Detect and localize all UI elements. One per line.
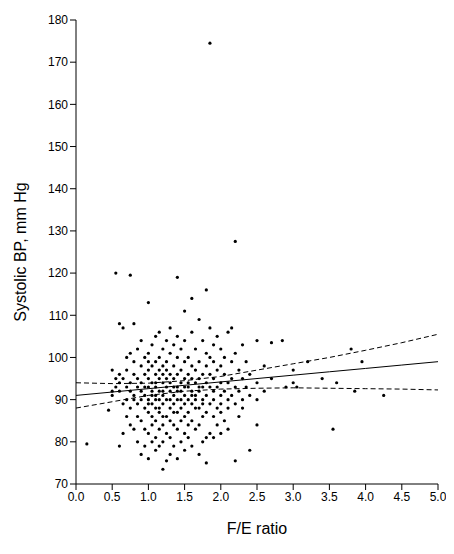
svg-text:5.0: 5.0 [430,490,446,504]
svg-text:130: 130 [48,224,68,238]
svg-text:180: 180 [48,13,68,27]
svg-text:2.0: 2.0 [212,490,229,504]
svg-text:1.0: 1.0 [140,490,157,504]
svg-text:3.5: 3.5 [321,490,338,504]
svg-text:90: 90 [55,393,69,407]
svg-text:Systolic BP, mm Hg: Systolic BP, mm Hg [12,182,29,321]
svg-text:0.5: 0.5 [104,490,121,504]
svg-text:140: 140 [48,182,68,196]
svg-text:120: 120 [48,266,68,280]
svg-text:70: 70 [55,477,69,491]
svg-text:4.5: 4.5 [393,490,410,504]
svg-text:170: 170 [48,55,68,69]
svg-text:110: 110 [49,309,68,323]
svg-text:0.0: 0.0 [68,490,85,504]
svg-text:3.0: 3.0 [285,490,302,504]
svg-text:F/E ratio: F/E ratio [227,520,288,537]
svg-text:80: 80 [55,435,69,449]
svg-text:1.5: 1.5 [176,490,193,504]
svg-text:150: 150 [48,140,68,154]
svg-text:2.5: 2.5 [249,490,266,504]
svg-text:160: 160 [48,98,68,112]
svg-text:100: 100 [48,351,68,365]
svg-text:4.0: 4.0 [357,490,374,504]
